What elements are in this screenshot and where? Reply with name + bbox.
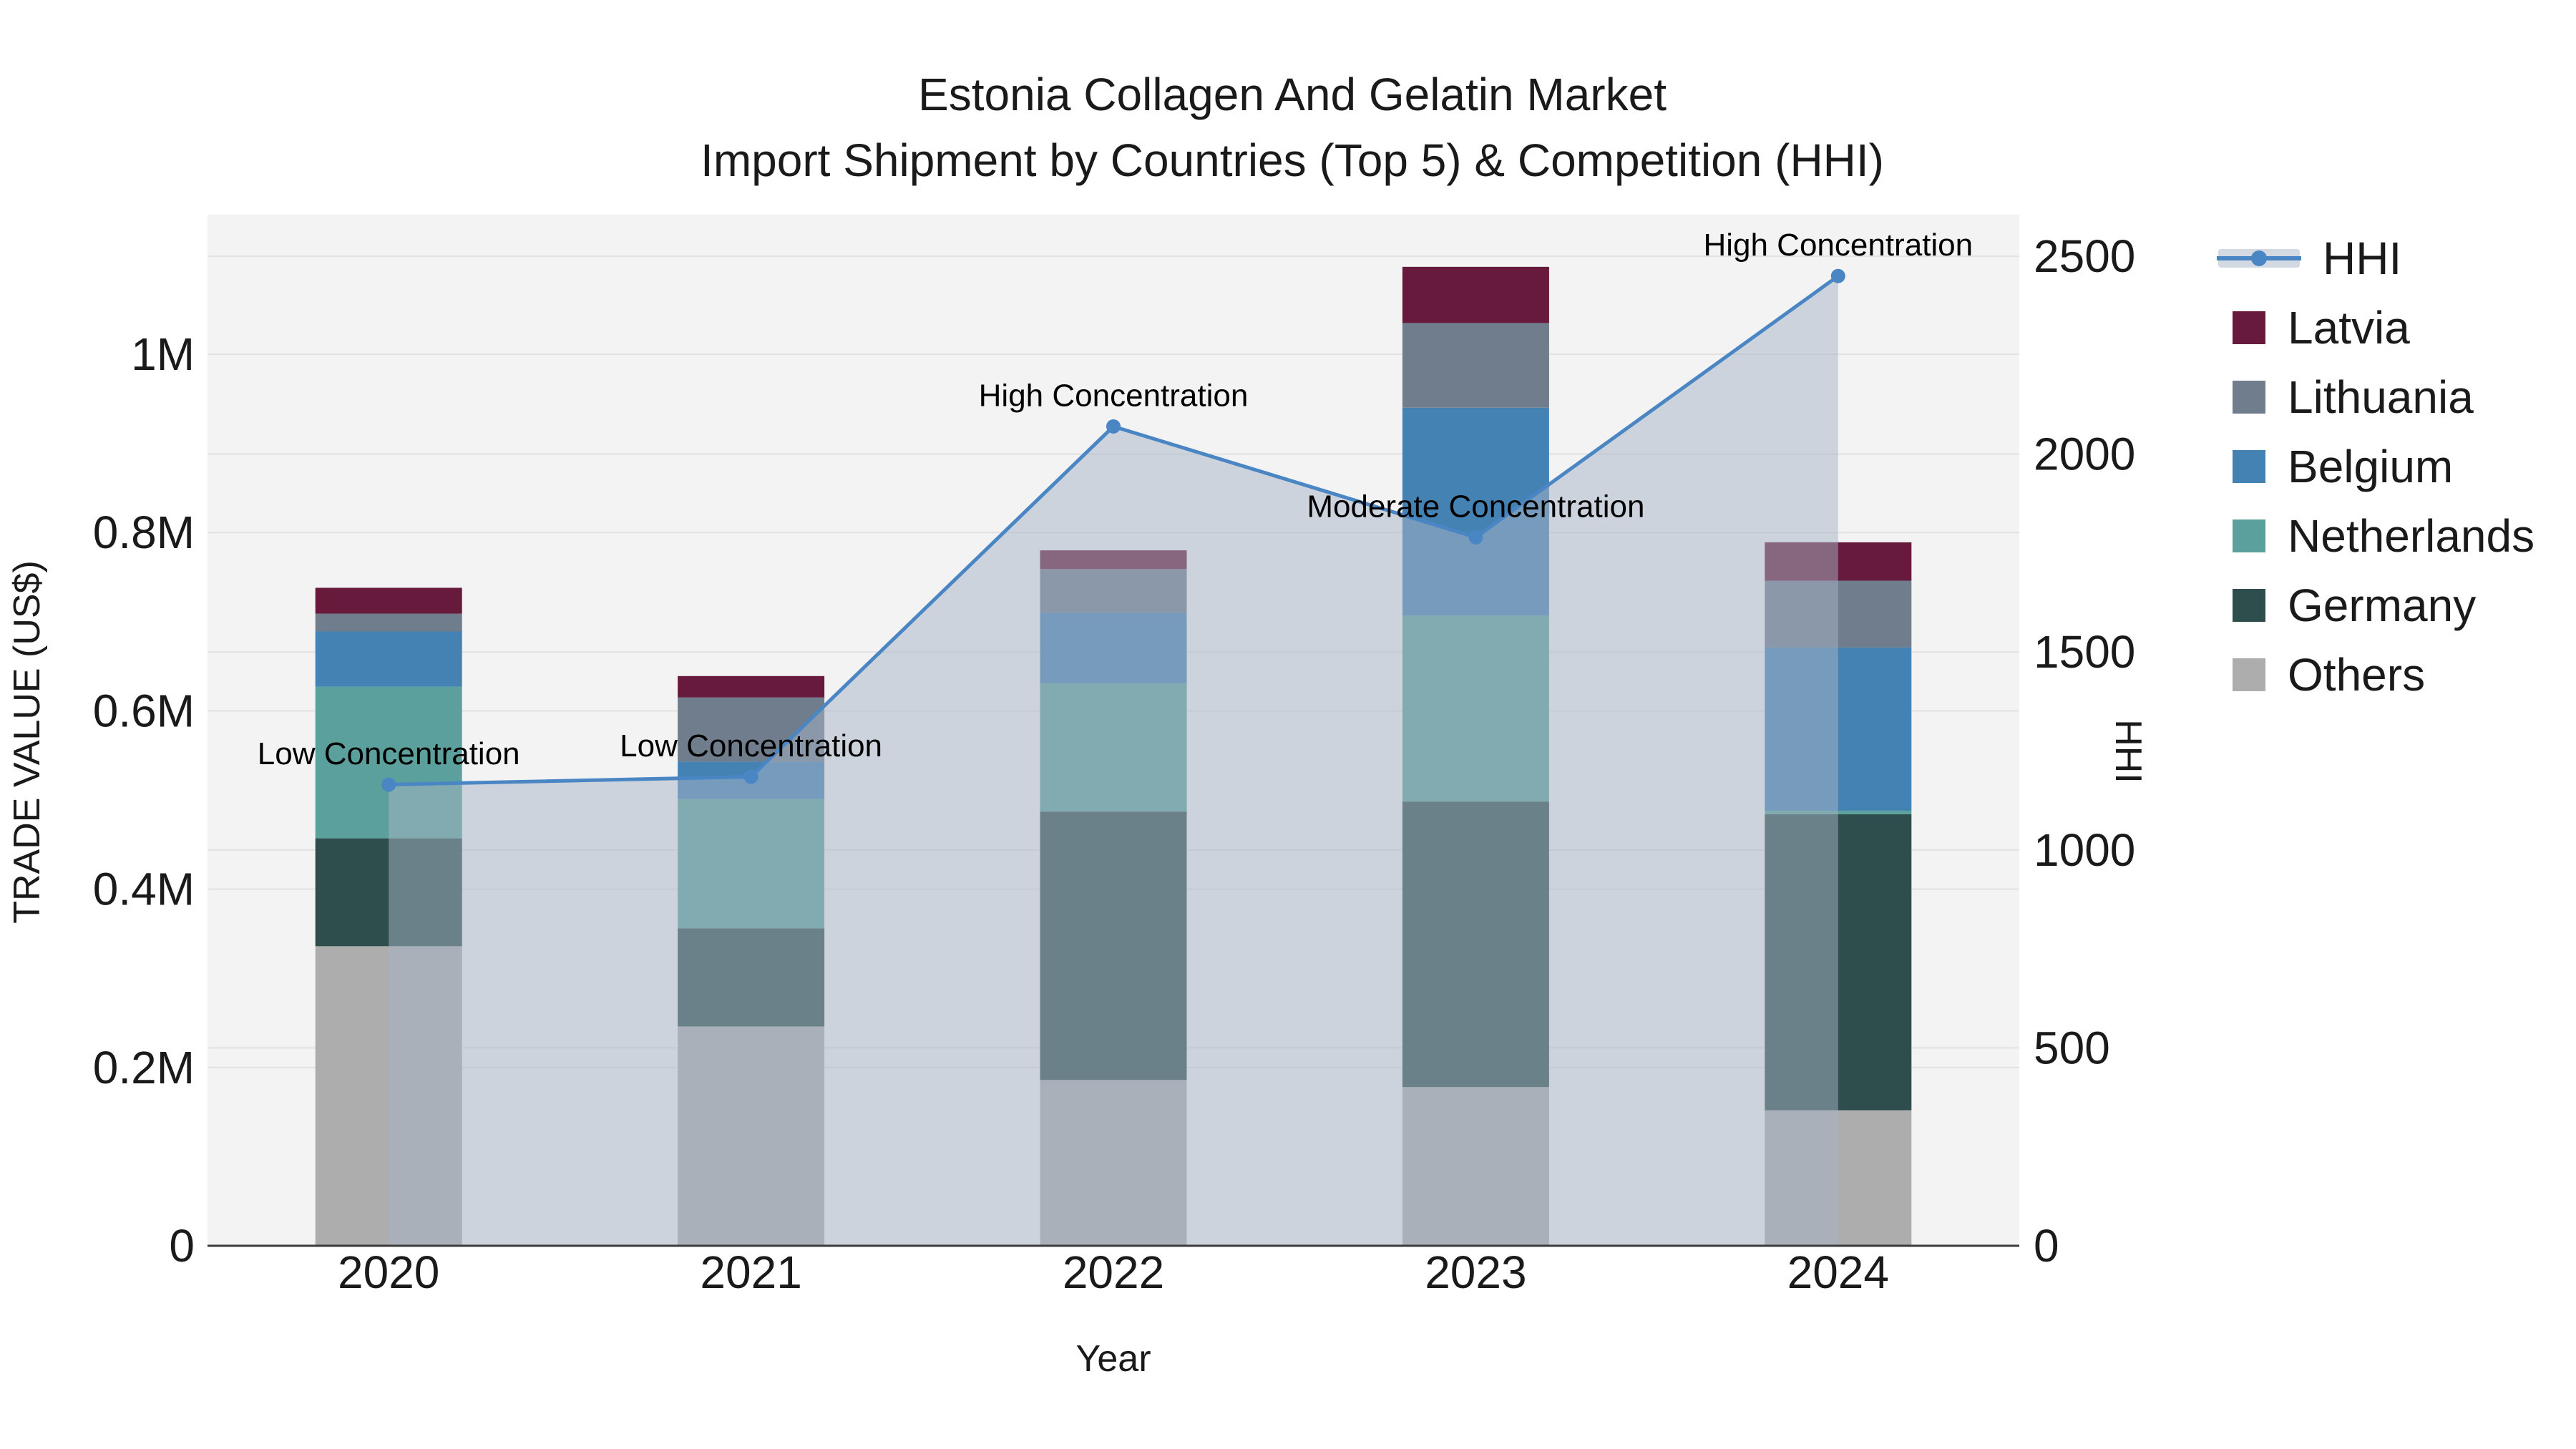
y-left-tick-label: 0.6M	[93, 685, 195, 736]
germany-swatch-icon	[2233, 588, 2265, 622]
legend-label: Others	[2288, 648, 2426, 701]
legend-item-hhi[interactable]: HHI	[2217, 223, 2534, 293]
x-tick-label: 2023	[1425, 1246, 1526, 1298]
y-left-tick-label: 1M	[131, 328, 195, 380]
bar-segment-latvia[interactable]	[1402, 266, 1549, 323]
x-tick-label: 2022	[1063, 1246, 1164, 1298]
legend-item-others[interactable]: Others	[2217, 640, 2534, 709]
x-tick-label: 2021	[700, 1246, 801, 1298]
legend-label: Lithuania	[2288, 371, 2474, 423]
legend-label: Netherlands	[2288, 509, 2535, 562]
legend-label: Latvia	[2288, 301, 2410, 353]
netherlands-swatch-icon	[2233, 519, 2265, 552]
y-right-tick-label: 2000	[2034, 429, 2135, 480]
annotation-label: Moderate Concentration	[1307, 489, 1644, 524]
chart-title-line2: Import Shipment by Countries (Top 5) & C…	[701, 135, 1884, 186]
chart-title-line1: Estonia Collagen And Gelatin Market	[918, 69, 1667, 120]
y-left-tick-label: 0.8M	[93, 507, 195, 558]
legend-label: Germany	[2288, 579, 2477, 631]
x-tick-label: 2024	[1787, 1246, 1889, 1298]
lithuania-swatch-icon	[2233, 380, 2265, 414]
y-left-tick-label: 0.4M	[93, 864, 195, 915]
y-right-tick-label: 1000	[2034, 824, 2135, 876]
latvia-swatch-icon	[2233, 311, 2265, 344]
y-right-tick-label: 2500	[2034, 230, 2135, 282]
legend-item-lithuania[interactable]: Lithuania	[2217, 362, 2534, 431]
bar-segment-lithuania[interactable]	[1402, 323, 1549, 408]
bar-segment-latvia[interactable]	[678, 675, 825, 698]
x-tick-label: 2020	[338, 1246, 439, 1298]
x-axis-title: Year	[1075, 1338, 1151, 1380]
hhi-marker[interactable]	[381, 777, 396, 792]
bar-segment-belgium[interactable]	[315, 631, 462, 687]
y-left-tick-label: 0.2M	[93, 1042, 195, 1093]
y-right-tick-label: 500	[2034, 1022, 2110, 1073]
legend-label: HHI	[2323, 232, 2402, 284]
legend-item-latvia[interactable]: Latvia	[2217, 293, 2534, 362]
belgium-swatch-icon	[2233, 449, 2265, 483]
legend-item-belgium[interactable]: Belgium	[2217, 431, 2534, 501]
hhi-marker[interactable]	[1830, 268, 1845, 283]
others-swatch-icon	[2233, 658, 2265, 691]
annotation-label: High Concentration	[979, 378, 1249, 413]
hhi-marker[interactable]	[1468, 530, 1483, 545]
y-left-tick-label: 0	[169, 1220, 195, 1272]
y-right-tick-label: 1500	[2034, 626, 2135, 678]
chart-title: Estonia Collagen And Gelatin Market Impo…	[0, 62, 2576, 193]
hhi-area-fill	[389, 275, 1838, 1246]
hhi-marker[interactable]	[1106, 419, 1121, 434]
legend-label: Belgium	[2288, 440, 2454, 492]
annotation-label: High Concentration	[1703, 228, 1973, 263]
bar-segment-latvia[interactable]	[315, 587, 462, 614]
legend-item-netherlands[interactable]: Netherlands	[2217, 501, 2534, 570]
hhi-marker[interactable]	[743, 769, 758, 784]
bar-segment-lithuania[interactable]	[315, 613, 462, 632]
hhi-line-icon	[2217, 248, 2301, 268]
legend: HHI Latvia Lithuania Belgium Netherlands Germ…	[2217, 223, 2534, 709]
annotation-label: Low Concentration	[258, 736, 520, 771]
y-right-tick-label: 0	[2034, 1220, 2059, 1272]
legend-item-germany[interactable]: Germany	[2217, 570, 2534, 640]
annotation-label: Low Concentration	[620, 728, 882, 763]
